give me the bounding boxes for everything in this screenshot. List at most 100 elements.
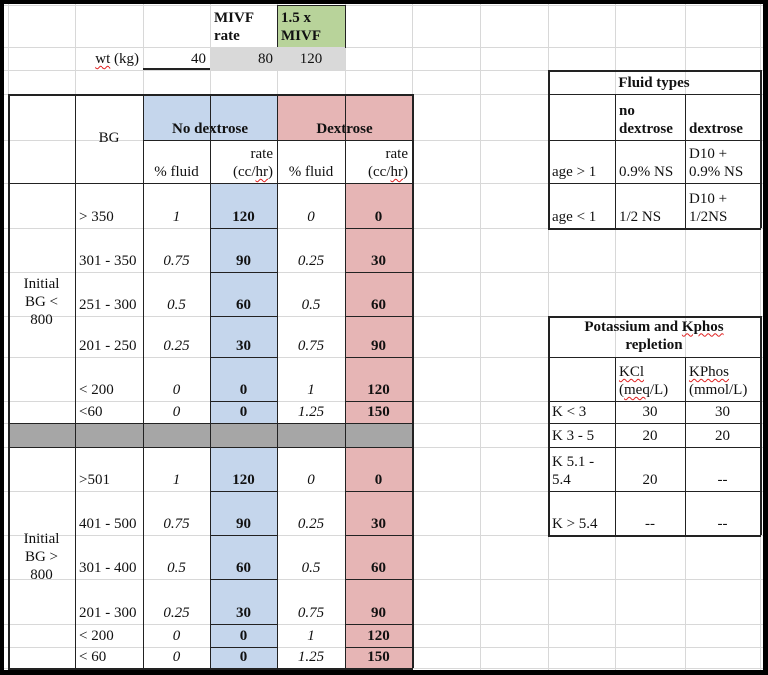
kcl-value[interactable]: 20: [615, 447, 685, 491]
nd-rate[interactable]: 30: [210, 579, 277, 624]
d-rate[interactable]: 150: [345, 647, 412, 668]
nd-pct[interactable]: 0: [143, 357, 210, 401]
bg-header[interactable]: BG: [75, 94, 143, 183]
nd-pct[interactable]: 1: [143, 183, 210, 228]
nd-rate[interactable]: 90: [210, 491, 277, 535]
wt-input[interactable]: 40: [143, 47, 210, 70]
nd-pct[interactable]: 1: [143, 447, 210, 491]
wt-label[interactable]: wt (kg): [75, 47, 143, 70]
k-row-label[interactable]: K > 5.4: [548, 491, 615, 535]
bg-range[interactable]: 401 - 500: [75, 491, 143, 535]
kphos-value[interactable]: --: [685, 447, 760, 491]
divider-cell[interactable]: [8, 423, 75, 447]
fluid-no-dextrose[interactable]: 0.9% NS: [615, 140, 685, 183]
d-rate[interactable]: 90: [345, 316, 412, 357]
nd-rate[interactable]: 0: [210, 401, 277, 423]
d-pct[interactable]: 1.25: [277, 647, 345, 668]
kphos-value[interactable]: 30: [685, 401, 760, 423]
fluid-col-no-dextrose[interactable]: no dextrose: [615, 94, 685, 140]
d-pct[interactable]: 1.25: [277, 401, 345, 423]
d-rate[interactable]: 60: [345, 535, 412, 579]
divider-cell[interactable]: [143, 423, 210, 447]
group2-label[interactable]: Initial BG > 800: [8, 447, 75, 668]
nd-rate[interactable]: 0: [210, 624, 277, 647]
bg-range[interactable]: 301 - 400: [75, 535, 143, 579]
d-pct[interactable]: 0.5: [277, 535, 345, 579]
kcl-value[interactable]: --: [615, 491, 685, 535]
divider-cell[interactable]: [75, 423, 143, 447]
k-row-label[interactable]: K 5.1 - 5.4: [548, 447, 615, 491]
kcl-value[interactable]: 30: [615, 401, 685, 423]
nd-rate[interactable]: 60: [210, 535, 277, 579]
pct-fluid-header-nd[interactable]: % fluid: [143, 140, 210, 183]
bg-range[interactable]: 201 - 300: [75, 579, 143, 624]
fluid-row-label[interactable]: age < 1: [548, 183, 615, 228]
divider-cell[interactable]: [210, 423, 277, 447]
d-pct[interactable]: 0.25: [277, 491, 345, 535]
bg-range[interactable]: 301 - 350: [75, 228, 143, 272]
dextrose-header[interactable]: Dextrose: [277, 94, 412, 140]
nd-rate[interactable]: 60: [210, 272, 277, 316]
d-pct[interactable]: 0.25: [277, 228, 345, 272]
bg-range[interactable]: <60: [75, 401, 143, 423]
nd-pct[interactable]: 0.75: [143, 228, 210, 272]
bg-range[interactable]: > 350: [75, 183, 143, 228]
k-row-label[interactable]: K < 3: [548, 401, 615, 423]
d-rate[interactable]: 30: [345, 228, 412, 272]
d-rate[interactable]: 60: [345, 272, 412, 316]
rate-header-nd[interactable]: rate (cc/hr): [210, 140, 277, 183]
mivf-rate-header[interactable]: MIVF rate: [210, 5, 277, 47]
d-pct[interactable]: 0: [277, 183, 345, 228]
nd-pct[interactable]: 0: [143, 401, 210, 423]
bg-range[interactable]: 251 - 300: [75, 272, 143, 316]
divider-cell[interactable]: [345, 423, 412, 447]
mivf-value[interactable]: 80: [210, 47, 277, 70]
nd-rate[interactable]: 0: [210, 357, 277, 401]
mivf-15-header[interactable]: 1.5 x MIVF: [277, 5, 345, 47]
bg-range[interactable]: >501: [75, 447, 143, 491]
fluid-dextrose[interactable]: D10 + 0.9% NS: [685, 140, 760, 183]
kcl-header[interactable]: KCl (meq/L): [615, 357, 685, 401]
d-pct[interactable]: 0.75: [277, 316, 345, 357]
group1-label[interactable]: Initial BG < 800: [8, 183, 75, 423]
kphos-header[interactable]: KPhos (mmol/L): [685, 357, 760, 401]
fluid-row-label[interactable]: age > 1: [548, 140, 615, 183]
kphos-value[interactable]: 20: [685, 423, 760, 447]
fluid-col-dextrose[interactable]: dextrose: [685, 94, 760, 140]
nd-pct[interactable]: 0: [143, 624, 210, 647]
nd-rate[interactable]: 120: [210, 183, 277, 228]
nd-pct[interactable]: 0.5: [143, 272, 210, 316]
mivf-15-value[interactable]: 120: [277, 47, 345, 70]
nd-pct[interactable]: 0.25: [143, 316, 210, 357]
d-pct[interactable]: 1: [277, 357, 345, 401]
k-row-label[interactable]: K 3 - 5: [548, 423, 615, 447]
nd-pct[interactable]: 0: [143, 647, 210, 668]
d-pct[interactable]: 0.5: [277, 272, 345, 316]
d-rate[interactable]: 120: [345, 624, 412, 647]
d-rate[interactable]: 0: [345, 447, 412, 491]
nd-rate[interactable]: 90: [210, 228, 277, 272]
nd-rate[interactable]: 0: [210, 647, 277, 668]
nd-pct[interactable]: 0.75: [143, 491, 210, 535]
fluid-types-title[interactable]: Fluid types: [548, 70, 760, 94]
nd-rate[interactable]: 120: [210, 447, 277, 491]
kcl-value[interactable]: 20: [615, 423, 685, 447]
bg-range[interactable]: 201 - 250: [75, 316, 143, 357]
bg-range[interactable]: < 200: [75, 624, 143, 647]
bg-range[interactable]: < 60: [75, 647, 143, 668]
d-rate[interactable]: 120: [345, 357, 412, 401]
nd-rate[interactable]: 30: [210, 316, 277, 357]
kphos-value[interactable]: --: [685, 491, 760, 535]
nd-pct[interactable]: 0.25: [143, 579, 210, 624]
d-rate[interactable]: 90: [345, 579, 412, 624]
d-rate[interactable]: 30: [345, 491, 412, 535]
d-pct[interactable]: 1: [277, 624, 345, 647]
fluid-dextrose[interactable]: D10 + 1/2NS: [685, 183, 760, 228]
divider-cell[interactable]: [277, 423, 345, 447]
d-pct[interactable]: 0: [277, 447, 345, 491]
d-pct[interactable]: 0.75: [277, 579, 345, 624]
d-rate[interactable]: 150: [345, 401, 412, 423]
potassium-title[interactable]: Potassium and Kphos repletion: [548, 316, 760, 357]
rate-header-d[interactable]: rate (cc/hr): [345, 140, 412, 183]
bg-range[interactable]: < 200: [75, 357, 143, 401]
